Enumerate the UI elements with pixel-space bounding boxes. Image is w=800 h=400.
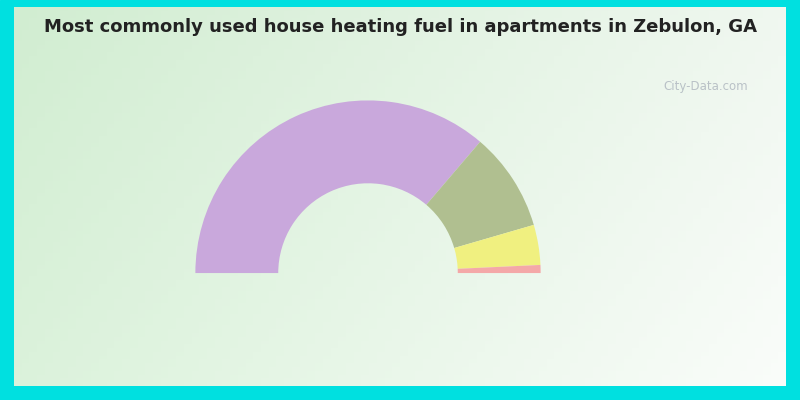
Text: Most commonly used house heating fuel in apartments in Zebulon, GA: Most commonly used house heating fuel in… bbox=[43, 18, 757, 36]
Wedge shape bbox=[458, 265, 541, 273]
Wedge shape bbox=[195, 100, 480, 273]
Wedge shape bbox=[426, 142, 534, 248]
Wedge shape bbox=[454, 225, 541, 269]
Text: City-Data.com: City-Data.com bbox=[663, 80, 748, 93]
